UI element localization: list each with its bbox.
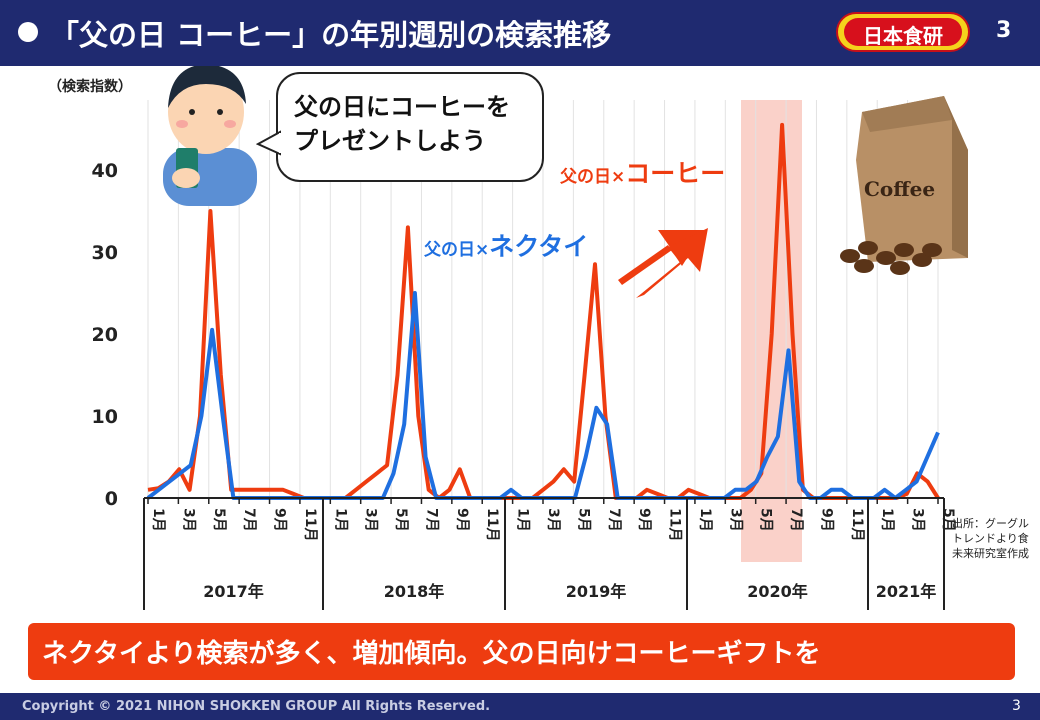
year-label: 2021年 (876, 582, 937, 601)
x-tick-label: 9月 (818, 508, 834, 532)
year-label: 2017年 (203, 582, 264, 601)
x-tick-label: 1月 (515, 508, 531, 532)
x-tick-label: 3月 (545, 508, 561, 532)
y-tick-label: 0 (105, 488, 118, 510)
x-tick-label: 5月 (575, 508, 591, 532)
speech-bubble: 父の日にコーヒーを プレゼントしよう (276, 72, 544, 182)
x-tick-label: 7月 (423, 508, 439, 532)
x-tick-label: 5月 (758, 508, 774, 532)
brand-logo-badge: 日本食研 (844, 18, 962, 48)
search-trend-chart: 0 10 20 30 40 1月 3月 5月 7月 9月 11月 1月 3月 5月 7月 9月 11月 1月 3月… (92, 66, 968, 610)
x-tick-label: 5月 (393, 508, 409, 532)
x-tick-label: 1月 (332, 508, 348, 532)
x-tick-label: 3月 (910, 508, 926, 532)
x-tick-label: 11月 (667, 508, 683, 541)
footer-page-number: 3 (1012, 698, 1021, 714)
x-tick-label: 11月 (484, 508, 500, 541)
brand-logo-text: 日本食研 (863, 24, 943, 48)
x-tick-label: 1月 (150, 508, 166, 532)
x-tick-label: 7月 (606, 508, 622, 532)
speech-line-2: プレゼントしよう (294, 127, 486, 155)
x-tick-label: 11月 (849, 508, 865, 541)
x-tick-label: 7月 (241, 508, 257, 532)
speech-bubble-text: 父の日にコーヒーを プレゼントしよう (294, 90, 544, 158)
copyright-text: Copyright © 2021 NIHON SHOKKEN GROUP All… (22, 699, 491, 714)
x-tick-label: 3月 (363, 508, 379, 532)
x-tick-labels: 1月 3月 5月 7月 9月 11月 1月 3月 5月 7月 9月 11月 1月 3月 5月 7月 9月 11月 1… (147, 498, 956, 541)
slide-footer: Copyright © 2021 NIHON SHOKKEN GROUP All… (0, 693, 1040, 720)
page-title: 「父の日 コーヒー」の年別週別の検索推移 (50, 18, 612, 52)
y-tick-label: 10 (92, 406, 118, 428)
x-tick-label: 3月 (727, 508, 743, 532)
man-with-smartphone-icon (163, 66, 257, 206)
series-label-necktie: 父の日×ネクタイ (423, 232, 588, 261)
uptrend-arrow-icon (618, 228, 708, 298)
x-tick-label: 9月 (636, 508, 652, 532)
x-tick-label: 11月 (302, 508, 318, 541)
summary-banner-text: ネクタイより検索が多く、増加傾向。父の日向けコーヒーギフトを (42, 639, 821, 669)
summary-banner: ネクタイより検索が多く、増加傾向。父の日向けコーヒーギフトを (28, 623, 1015, 680)
bullet-dot (18, 22, 38, 42)
x-tick-label: 3月 (180, 508, 196, 532)
svg-text:Coffee: Coffee (864, 177, 935, 201)
year-label: 2019年 (566, 582, 627, 601)
year-labels: 2017年 2018年 2019年 2020年 2021年 (143, 498, 945, 610)
x-tick-label: 9月 (272, 508, 288, 532)
y-tick-label: 20 (92, 324, 118, 346)
year-label: 2020年 (747, 582, 808, 601)
source-note: 出所：グーグルトレンドより食未来研究室作成 (952, 517, 1029, 560)
series-label-coffee: 父の日×コーヒー (559, 159, 725, 188)
y-tick-labels: 0 10 20 30 40 (92, 160, 118, 510)
header-page-number: 3 (996, 18, 1012, 43)
x-tick-label: 1月 (879, 508, 895, 532)
x-tick-label: 7月 (788, 508, 804, 532)
x-tick-label: 1月 (697, 508, 713, 532)
x-tick-label: 9月 (454, 508, 470, 532)
y-tick-label: 30 (92, 242, 118, 264)
speech-bubble-tail (256, 130, 282, 156)
slide-header: 「父の日 コーヒー」の年別週別の検索推移 日本食研 3 (0, 0, 1040, 66)
y-axis-label: （検索指数） (48, 79, 132, 95)
year-label: 2018年 (384, 582, 445, 601)
coffee-bag-icon: Coffee (840, 96, 968, 275)
speech-line-1: 父の日にコーヒーを (294, 93, 510, 121)
y-tick-label: 40 (92, 160, 118, 182)
x-tick-label: 5月 (211, 508, 227, 532)
brand-logo: 日本食研 (836, 12, 970, 52)
